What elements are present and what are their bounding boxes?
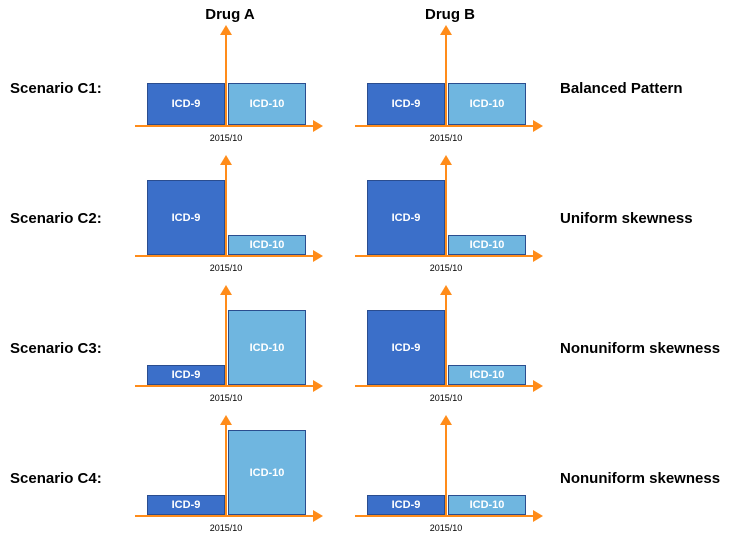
- pattern-label-c2: Uniform skewness: [560, 210, 740, 227]
- panel-c2-b: ICD-9 ICD-10 2015/10: [355, 165, 545, 275]
- axis-x-icon: [355, 125, 533, 127]
- bar-icd10: ICD-10: [228, 235, 306, 255]
- axis-x-icon: [135, 515, 313, 517]
- pattern-label-c1: Balanced Pattern: [560, 80, 740, 97]
- row-label-c2: Scenario C2:: [10, 210, 120, 227]
- xtick-label: 2015/10: [426, 263, 466, 273]
- panel-c4-a: ICD-9 ICD-10 2015/10: [135, 425, 325, 535]
- bar-icd9: ICD-9: [367, 83, 445, 125]
- panel-c2-a: ICD-9 ICD-10 2015/10: [135, 165, 325, 275]
- axis-y-icon: [225, 35, 227, 127]
- axis-x-icon: [355, 255, 533, 257]
- bar-icd9: ICD-9: [147, 180, 225, 255]
- bar-icd9: ICD-9: [147, 365, 225, 385]
- axis-y-icon: [225, 295, 227, 387]
- pattern-label-c3: Nonuniform skewness: [560, 340, 740, 357]
- xtick-label: 2015/10: [426, 523, 466, 533]
- bar-icd10: ICD-10: [228, 310, 306, 385]
- axis-y-icon: [445, 35, 447, 127]
- pattern-label-c4: Nonuniform skewness: [560, 470, 740, 487]
- bar-icd9: ICD-9: [147, 83, 225, 125]
- axis-x-icon: [135, 385, 313, 387]
- axis-y-icon: [225, 165, 227, 257]
- row-label-c3: Scenario C3:: [10, 340, 120, 357]
- panel-c3-b: ICD-9 ICD-10 2015/10: [355, 295, 545, 405]
- axis-y-icon: [445, 165, 447, 257]
- xtick-label: 2015/10: [206, 393, 246, 403]
- xtick-label: 2015/10: [206, 523, 246, 533]
- axis-y-icon: [445, 425, 447, 517]
- bar-icd10: ICD-10: [228, 83, 306, 125]
- bar-icd10: ICD-10: [448, 83, 526, 125]
- panel-c3-a: ICD-9 ICD-10 2015/10: [135, 295, 325, 405]
- bar-icd9: ICD-9: [367, 495, 445, 515]
- bar-icd10: ICD-10: [448, 495, 526, 515]
- xtick-label: 2015/10: [426, 133, 466, 143]
- panel-c4-b: ICD-9 ICD-10 2015/10: [355, 425, 545, 535]
- row-label-c4: Scenario C4:: [10, 470, 120, 487]
- bar-icd10: ICD-10: [228, 430, 306, 515]
- axis-y-icon: [445, 295, 447, 387]
- axis-y-icon: [225, 425, 227, 517]
- bar-icd10: ICD-10: [448, 235, 526, 255]
- xtick-label: 2015/10: [206, 263, 246, 273]
- bar-icd9: ICD-9: [367, 310, 445, 385]
- axis-x-icon: [355, 515, 533, 517]
- bar-icd9: ICD-9: [147, 495, 225, 515]
- axis-x-icon: [135, 125, 313, 127]
- col-header-drug-a: Drug A: [135, 6, 325, 23]
- xtick-label: 2015/10: [426, 393, 466, 403]
- axis-x-icon: [135, 255, 313, 257]
- bar-icd10: ICD-10: [448, 365, 526, 385]
- bar-icd9: ICD-9: [367, 180, 445, 255]
- col-header-drug-b: Drug B: [355, 6, 545, 23]
- panel-c1-b: ICD-9 ICD-10 2015/10: [355, 35, 545, 145]
- axis-x-icon: [355, 385, 533, 387]
- diagram-container: Drug A Drug B Scenario C1: Balanced Patt…: [0, 0, 750, 551]
- row-label-c1: Scenario C1:: [10, 80, 120, 97]
- xtick-label: 2015/10: [206, 133, 246, 143]
- panel-c1-a: ICD-9 ICD-10 2015/10: [135, 35, 325, 145]
